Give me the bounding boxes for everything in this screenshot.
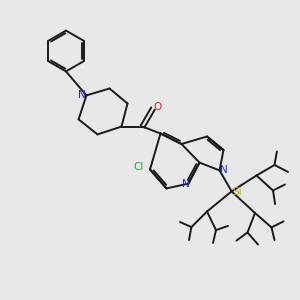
Text: Cl: Cl [134, 162, 144, 172]
Text: N: N [220, 165, 228, 176]
Text: N: N [78, 90, 86, 100]
Text: O: O [153, 102, 162, 112]
Text: N: N [182, 179, 189, 189]
Text: Si: Si [233, 187, 242, 197]
